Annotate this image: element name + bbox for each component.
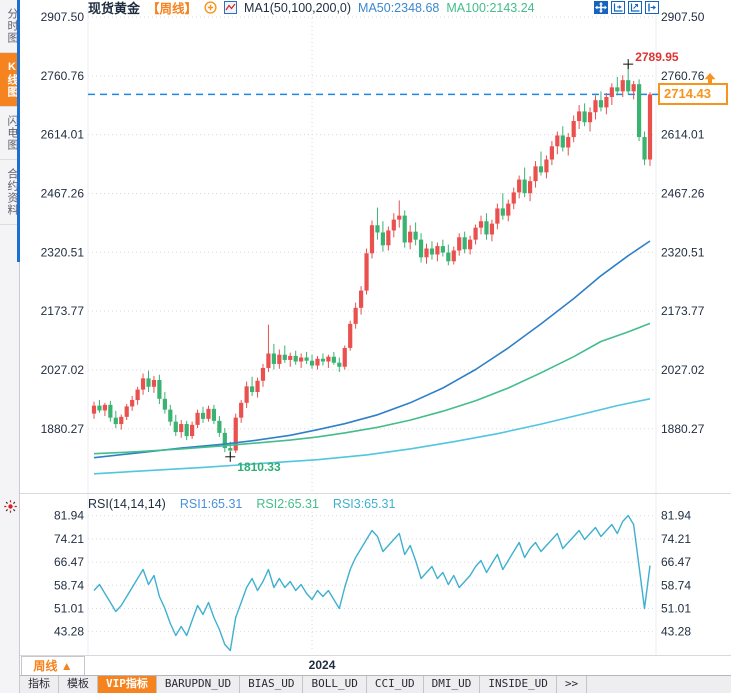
svg-text:2760.76: 2760.76	[661, 69, 705, 83]
svg-text:2907.50: 2907.50	[661, 10, 705, 24]
bottom-tab-5[interactable]: BOLL_UD	[303, 676, 367, 693]
svg-text:66.47: 66.47	[54, 555, 84, 569]
svg-text:43.28: 43.28	[54, 625, 84, 639]
ma50-value-label: MA50:2348.68	[358, 0, 440, 15]
svg-text:2173.77: 2173.77	[661, 304, 705, 318]
rsi1-value-label: RSI1:65.31	[179, 496, 243, 511]
ma100-value-label: MA100:2143.24	[446, 0, 535, 15]
svg-text:81.94: 81.94	[661, 509, 691, 523]
svg-text:51.01: 51.01	[54, 601, 84, 615]
timeframe-selector-button[interactable]: 周线 ▲	[21, 656, 85, 676]
axis-scale-icon[interactable]	[628, 1, 642, 14]
svg-text:74.21: 74.21	[661, 532, 691, 546]
sidebar-item-time-chart[interactable]: 分时图	[0, 0, 20, 53]
symbol-name: 现货黄金	[88, 1, 141, 16]
x-axis-year-label: 2024	[308, 658, 336, 672]
svg-text:2614.01: 2614.01	[661, 128, 705, 142]
ma-line-ma100	[93, 322, 651, 455]
timeframe-label: 【周线】	[147, 2, 198, 16]
svg-text:2907.50: 2907.50	[41, 10, 85, 24]
axis-labels: 2907.50 2907.50 2760.76 2760.76 2614.01 2614.…	[41, 10, 705, 639]
pan-right-icon[interactable]	[645, 1, 659, 14]
svg-text:51.01: 51.01	[661, 601, 691, 615]
chart-toolbar	[594, 1, 659, 14]
candles	[91, 64, 653, 457]
bottom-tab-6[interactable]: CCI_UD	[367, 676, 424, 693]
svg-text:58.74: 58.74	[54, 578, 84, 592]
sidebar-item-contract-info[interactable]: 合约资料	[0, 160, 20, 225]
svg-text:81.94: 81.94	[54, 509, 84, 523]
rsi-line	[93, 514, 651, 652]
bottom-tab-9[interactable]: >>	[557, 676, 588, 693]
ma-line-ma200	[93, 398, 651, 475]
rsi3-value-label: RSI3:65.31	[332, 496, 396, 511]
svg-text:2027.02: 2027.02	[661, 363, 705, 377]
indicator-tabbar: 指标 模板 VIP指标 BARUPDN_UD BIAS_UD BOLL_UD CCI_UD D…	[20, 675, 731, 693]
bottom-tab-4[interactable]: BIAS_UD	[240, 676, 304, 693]
left-sidebar: 分时图 K线图 闪电图 合约资料	[0, 0, 20, 693]
svg-text:2789.95: 2789.95	[635, 50, 679, 64]
mini-chart-icon[interactable]	[224, 1, 238, 14]
chart-header: 现货黄金 【周线】 MA1(50,100,200,0) MA50:2348.68…	[88, 0, 535, 17]
sidebar-item-flash-chart[interactable]: 闪电图	[0, 107, 20, 160]
bottom-tab-3[interactable]: BARUPDN_UD	[157, 676, 241, 693]
bottom-tab-1[interactable]: 模板	[59, 676, 98, 693]
svg-text:66.47: 66.47	[661, 555, 691, 569]
price-up-arrow-icon	[704, 71, 716, 84]
svg-text:1810.33: 1810.33	[237, 460, 281, 474]
svg-text:43.28: 43.28	[661, 625, 691, 639]
bottom-tab-2[interactable]: VIP指标	[98, 676, 157, 693]
svg-text:2614.01: 2614.01	[41, 128, 85, 142]
current-price-tag: 2714.43	[658, 83, 728, 106]
rsi-settings-label: RSI(14,14,14)	[88, 496, 166, 511]
sidebar-item-kline-chart[interactable]: K线图	[0, 53, 20, 107]
sidebar-active-accent	[17, 0, 20, 262]
ma-settings-label: MA1(50,100,200,0)	[244, 0, 352, 15]
svg-text:1880.27: 1880.27	[661, 422, 705, 436]
ma-line-ma50	[93, 240, 651, 459]
svg-text:74.21: 74.21	[54, 532, 84, 546]
svg-text:2173.77: 2173.77	[41, 304, 85, 318]
bottom-tab-8[interactable]: INSIDE_UD	[480, 676, 557, 693]
svg-text:1880.27: 1880.27	[41, 422, 85, 436]
bottom-tab-7[interactable]: DMI_UD	[424, 676, 481, 693]
price-annotations: 2789.95 1810.33	[225, 50, 679, 474]
bottom-tab-0[interactable]: 指标	[20, 676, 59, 693]
axis-zoom-icon[interactable]	[611, 1, 625, 14]
gridlines	[20, 8, 731, 656]
svg-text:2467.26: 2467.26	[661, 186, 705, 200]
ma-lines	[93, 240, 651, 475]
svg-text:2467.26: 2467.26	[41, 186, 85, 200]
move-tool-icon[interactable]	[594, 1, 608, 14]
indicator-alert-icon[interactable]	[3, 499, 18, 514]
svg-text:2760.76: 2760.76	[41, 69, 85, 83]
svg-text:2027.02: 2027.02	[41, 363, 85, 377]
svg-text:2320.51: 2320.51	[661, 245, 705, 259]
svg-text:58.74: 58.74	[661, 578, 691, 592]
rsi2-value-label: RSI2:65.31	[256, 496, 319, 511]
rsi-header: RSI(14,14,14) RSI1:65.31 RSI2:65.31 RSI3…	[88, 496, 395, 511]
svg-text:2320.51: 2320.51	[41, 245, 85, 259]
add-circle-icon[interactable]	[204, 1, 217, 14]
